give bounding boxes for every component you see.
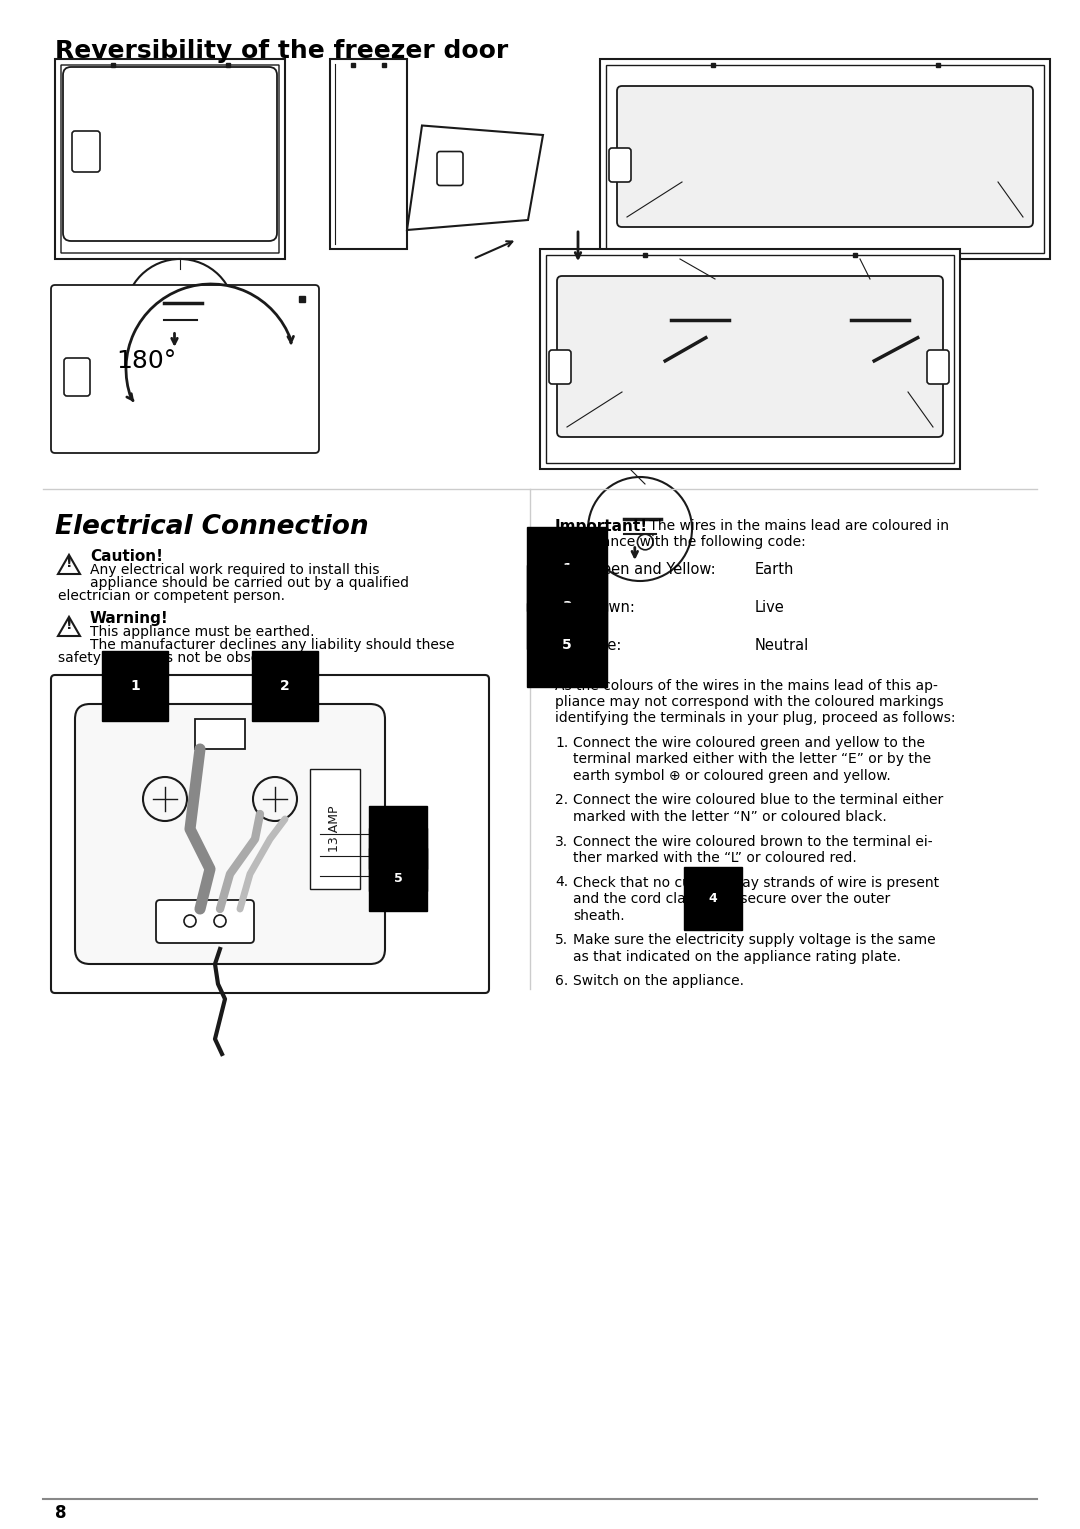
FancyBboxPatch shape — [330, 60, 407, 249]
FancyBboxPatch shape — [883, 326, 912, 341]
Text: ther marked with the “L” or coloured red.: ther marked with the “L” or coloured red… — [573, 852, 856, 865]
Text: 5: 5 — [562, 638, 572, 651]
FancyBboxPatch shape — [156, 901, 254, 943]
FancyBboxPatch shape — [669, 326, 697, 341]
Text: 5: 5 — [393, 873, 403, 885]
Text: 4: 4 — [708, 891, 717, 905]
Text: Make sure the electricity supply voltage is the same: Make sure the electricity supply voltage… — [573, 933, 935, 946]
Text: Earth: Earth — [755, 561, 795, 576]
Text: sheath.: sheath. — [573, 908, 624, 922]
Text: Check that no cut, or stray strands of wire is present: Check that no cut, or stray strands of w… — [573, 876, 940, 890]
Text: Connect the wire coloured brown to the terminal ei-: Connect the wire coloured brown to the t… — [573, 835, 933, 849]
FancyBboxPatch shape — [609, 148, 631, 182]
Text: Green and Yellow:: Green and Yellow: — [585, 561, 716, 576]
Text: is secure over the outer: is secure over the outer — [725, 891, 890, 907]
Text: accordance with the following code:: accordance with the following code: — [555, 535, 806, 549]
Text: identifying the terminals in your plug, proceed as follows:: identifying the terminals in your plug, … — [555, 711, 956, 725]
Text: This appliance must be earthed.: This appliance must be earthed. — [90, 625, 314, 639]
FancyBboxPatch shape — [63, 67, 276, 242]
Text: 1.: 1. — [555, 735, 568, 751]
Text: 5.: 5. — [555, 933, 568, 946]
Text: Live: Live — [755, 599, 785, 615]
FancyBboxPatch shape — [549, 350, 571, 384]
Text: as that indicated on the appliance rating plate.: as that indicated on the appliance ratin… — [573, 950, 901, 963]
Text: As the colours of the wires in the mains lead of this ap-: As the colours of the wires in the mains… — [555, 679, 937, 693]
Text: appliance should be carried out by a qualified: appliance should be carried out by a qua… — [90, 576, 409, 590]
Circle shape — [588, 477, 692, 581]
FancyBboxPatch shape — [606, 66, 1044, 252]
Text: 3.: 3. — [555, 835, 568, 849]
Text: Any electrical work required to install this: Any electrical work required to install … — [90, 563, 379, 576]
Text: Blue:: Blue: — [585, 638, 622, 653]
Text: Electrical Connection: Electrical Connection — [55, 514, 368, 540]
Text: !: ! — [66, 618, 72, 631]
Text: 4: 4 — [393, 853, 403, 865]
FancyBboxPatch shape — [600, 60, 1050, 258]
Text: 3: 3 — [394, 830, 403, 844]
Text: The wires in the mains lead are coloured in: The wires in the mains lead are coloured… — [645, 518, 949, 534]
Circle shape — [642, 271, 758, 387]
FancyBboxPatch shape — [848, 326, 877, 341]
FancyBboxPatch shape — [60, 66, 279, 252]
FancyBboxPatch shape — [437, 151, 463, 185]
Text: Neutral: Neutral — [755, 638, 809, 653]
FancyBboxPatch shape — [546, 255, 954, 463]
Circle shape — [125, 258, 235, 368]
Text: pliance may not correspond with the coloured markings: pliance may not correspond with the colo… — [555, 696, 944, 709]
FancyBboxPatch shape — [55, 60, 285, 258]
Text: Important!: Important! — [555, 518, 648, 534]
FancyBboxPatch shape — [703, 326, 732, 341]
Text: Brown:: Brown: — [585, 599, 636, 615]
Text: 2: 2 — [280, 679, 289, 693]
FancyBboxPatch shape — [75, 703, 384, 963]
Text: safety measures not be observed.: safety measures not be observed. — [58, 651, 295, 665]
Text: Reversibility of the freezer door: Reversibility of the freezer door — [55, 40, 509, 63]
Text: 13 AMP: 13 AMP — [328, 806, 341, 852]
Circle shape — [822, 271, 939, 387]
FancyBboxPatch shape — [72, 131, 100, 171]
Text: The manufacturer declines any liability should these: The manufacturer declines any liability … — [90, 638, 455, 651]
Text: Switch on the appliance.: Switch on the appliance. — [573, 974, 744, 988]
FancyBboxPatch shape — [617, 86, 1032, 226]
Text: marked with the letter “N” or coloured black.: marked with the letter “N” or coloured b… — [573, 810, 887, 824]
Text: 4.: 4. — [555, 876, 568, 890]
FancyBboxPatch shape — [51, 284, 319, 453]
Text: and the cord clamp: and the cord clamp — [573, 891, 713, 907]
FancyBboxPatch shape — [64, 358, 90, 396]
Text: 3: 3 — [563, 599, 571, 615]
FancyBboxPatch shape — [310, 769, 360, 888]
Text: Caution!: Caution! — [90, 549, 163, 564]
FancyBboxPatch shape — [927, 350, 949, 384]
Text: earth symbol ⊕ or coloured green and yellow.: earth symbol ⊕ or coloured green and yel… — [573, 769, 891, 783]
FancyBboxPatch shape — [540, 249, 960, 469]
Text: Warning!: Warning! — [90, 612, 168, 625]
Text: 8: 8 — [55, 1505, 67, 1521]
Text: 1: 1 — [130, 679, 140, 693]
Text: terminal marked either with the letter “E” or by the: terminal marked either with the letter “… — [573, 752, 931, 766]
Text: electrician or competent person.: electrician or competent person. — [58, 589, 285, 602]
FancyBboxPatch shape — [557, 277, 943, 437]
FancyBboxPatch shape — [195, 719, 245, 749]
FancyBboxPatch shape — [51, 674, 489, 992]
Text: Connect the wire coloured blue to the terminal either: Connect the wire coloured blue to the te… — [573, 794, 943, 807]
Text: !: ! — [66, 555, 72, 570]
Text: 6.: 6. — [555, 974, 568, 988]
Text: Connect the wire coloured green and yellow to the: Connect the wire coloured green and yell… — [573, 735, 924, 751]
Text: 1: 1 — [562, 563, 572, 576]
Text: 2.: 2. — [555, 794, 568, 807]
Text: 180°: 180° — [116, 349, 176, 373]
